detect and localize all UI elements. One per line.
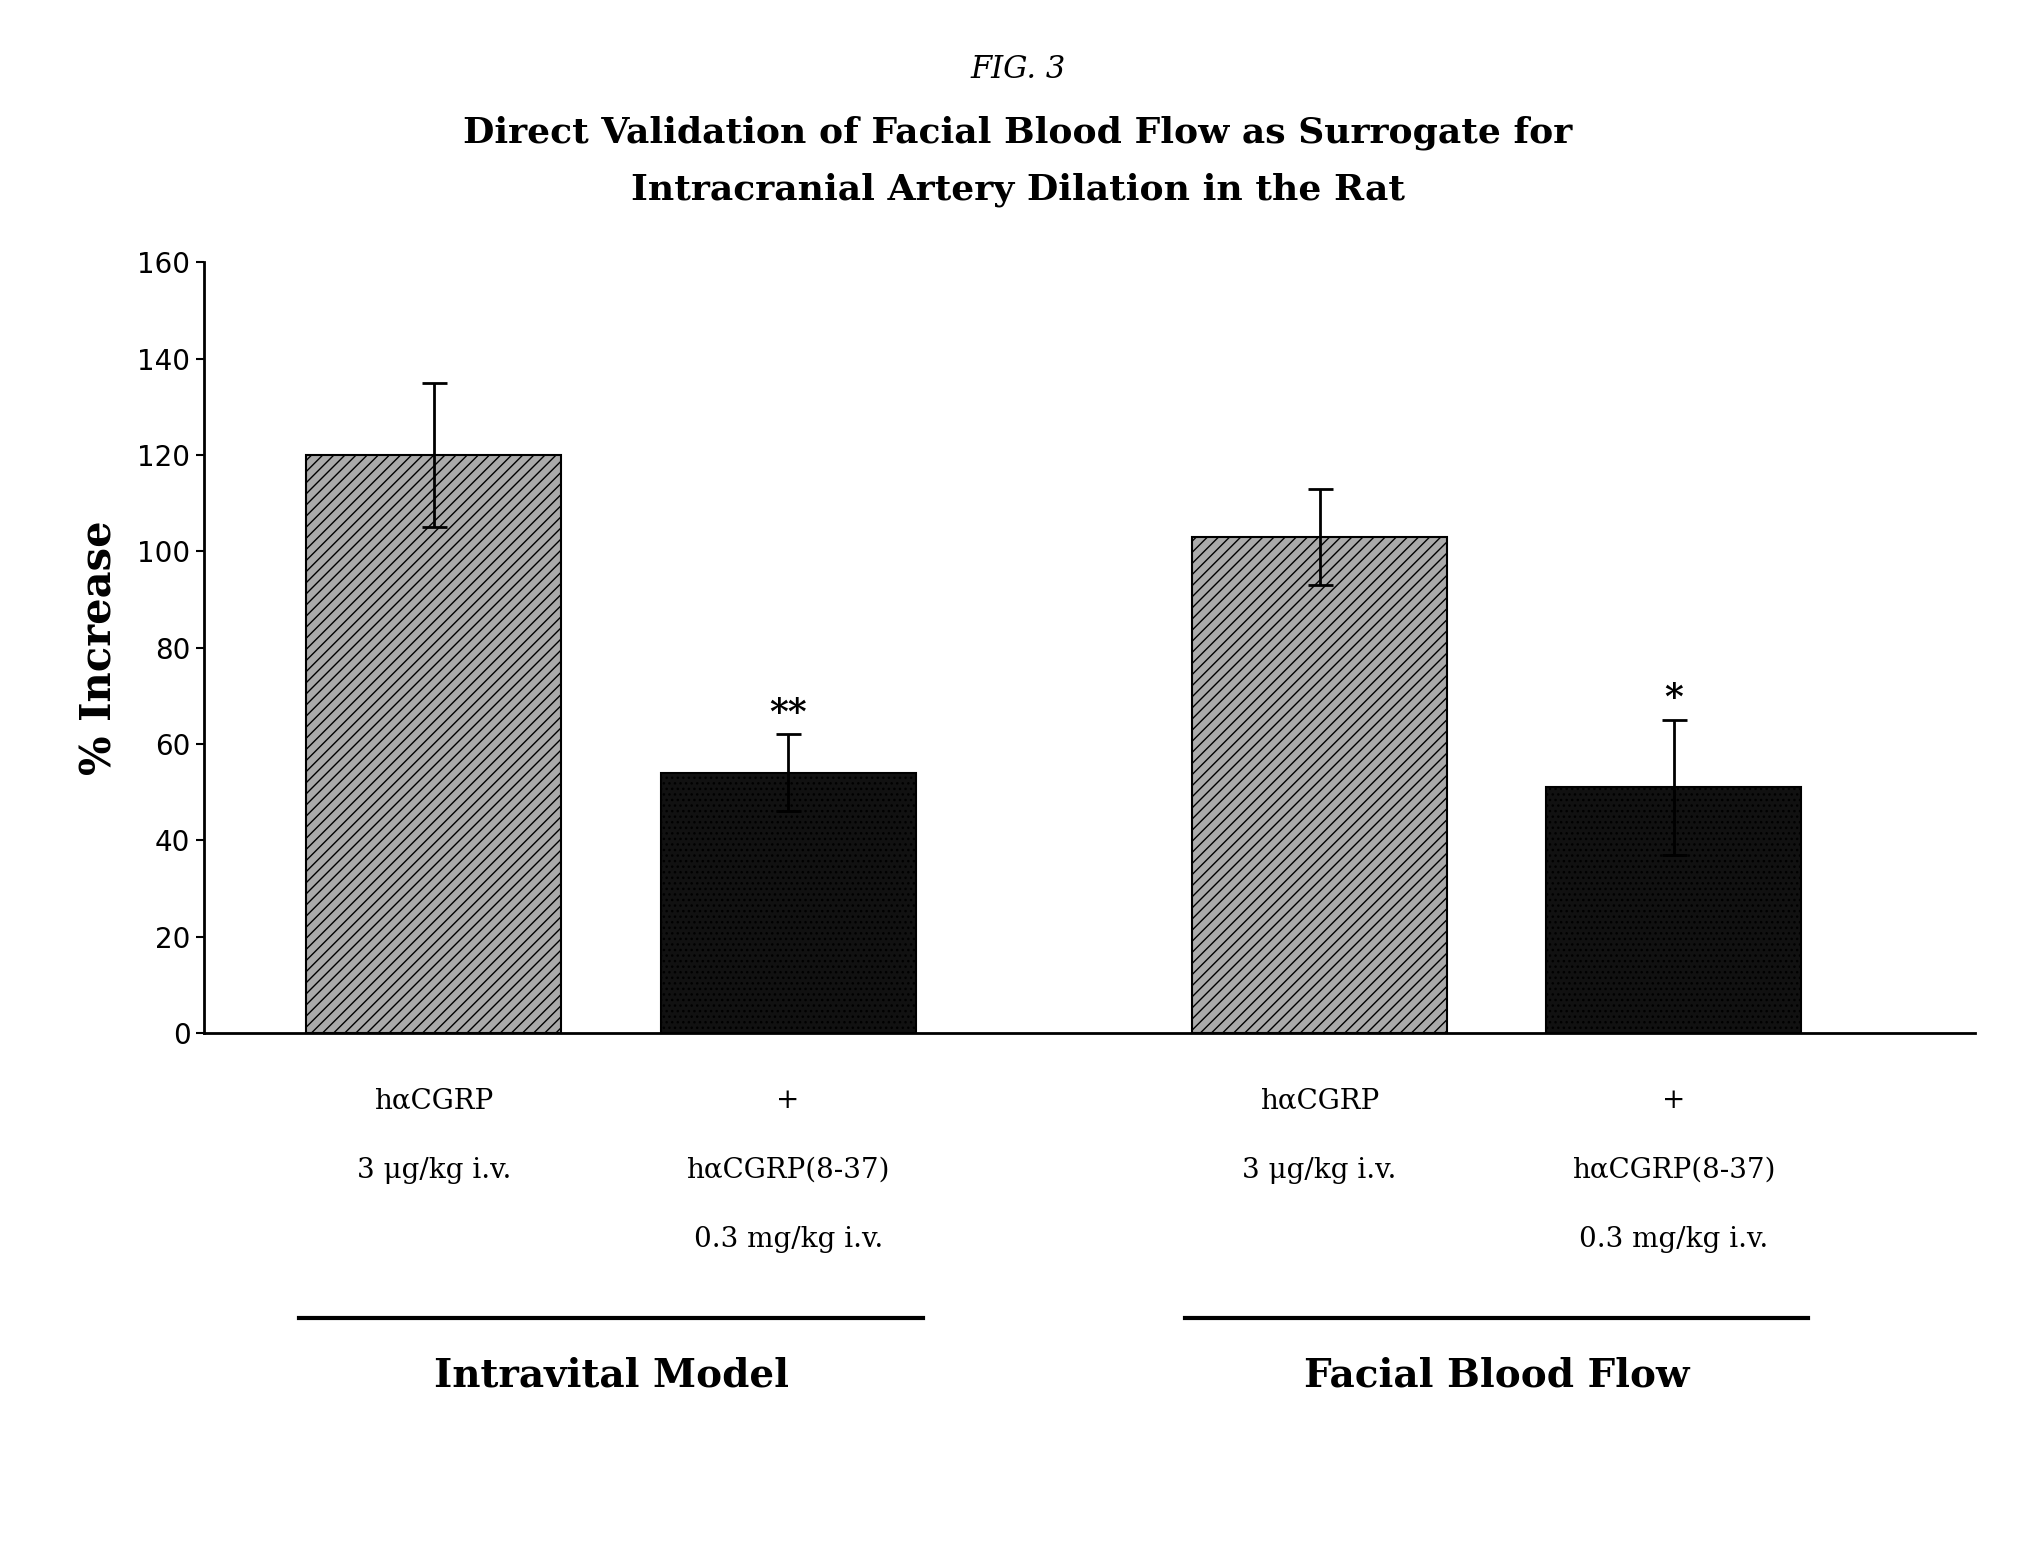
Text: *: * <box>1663 682 1684 715</box>
Text: hαCGRP: hαCGRP <box>375 1087 493 1115</box>
Bar <box>305 455 562 1033</box>
Y-axis label: % Increase: % Increase <box>79 520 120 776</box>
Text: hαCGRP(8-37): hαCGRP(8-37) <box>1572 1156 1775 1184</box>
Text: **: ** <box>770 695 806 729</box>
Bar <box>1191 537 1448 1033</box>
Text: 0.3 mg/kg i.v.: 0.3 mg/kg i.v. <box>694 1226 884 1254</box>
Text: Intracranial Artery Dilation in the Rat: Intracranial Artery Dilation in the Rat <box>631 173 1405 207</box>
Text: +: + <box>776 1087 800 1115</box>
Text: Intravital Model: Intravital Model <box>434 1357 788 1396</box>
Text: hαCGRP(8-37): hαCGRP(8-37) <box>686 1156 890 1184</box>
Text: 3 μg/kg i.v.: 3 μg/kg i.v. <box>1242 1156 1397 1184</box>
Text: FIG. 3: FIG. 3 <box>971 54 1065 85</box>
Text: Direct Validation of Facial Blood Flow as Surrogate for: Direct Validation of Facial Blood Flow a… <box>464 116 1572 150</box>
Text: +: + <box>1661 1087 1686 1115</box>
Text: hαCGRP: hαCGRP <box>1260 1087 1378 1115</box>
Text: 3 μg/kg i.v.: 3 μg/kg i.v. <box>356 1156 511 1184</box>
Bar <box>1545 788 1802 1033</box>
Text: 0.3 mg/kg i.v.: 0.3 mg/kg i.v. <box>1580 1226 1769 1254</box>
Text: Facial Blood Flow: Facial Blood Flow <box>1303 1357 1690 1396</box>
Bar <box>660 773 916 1033</box>
